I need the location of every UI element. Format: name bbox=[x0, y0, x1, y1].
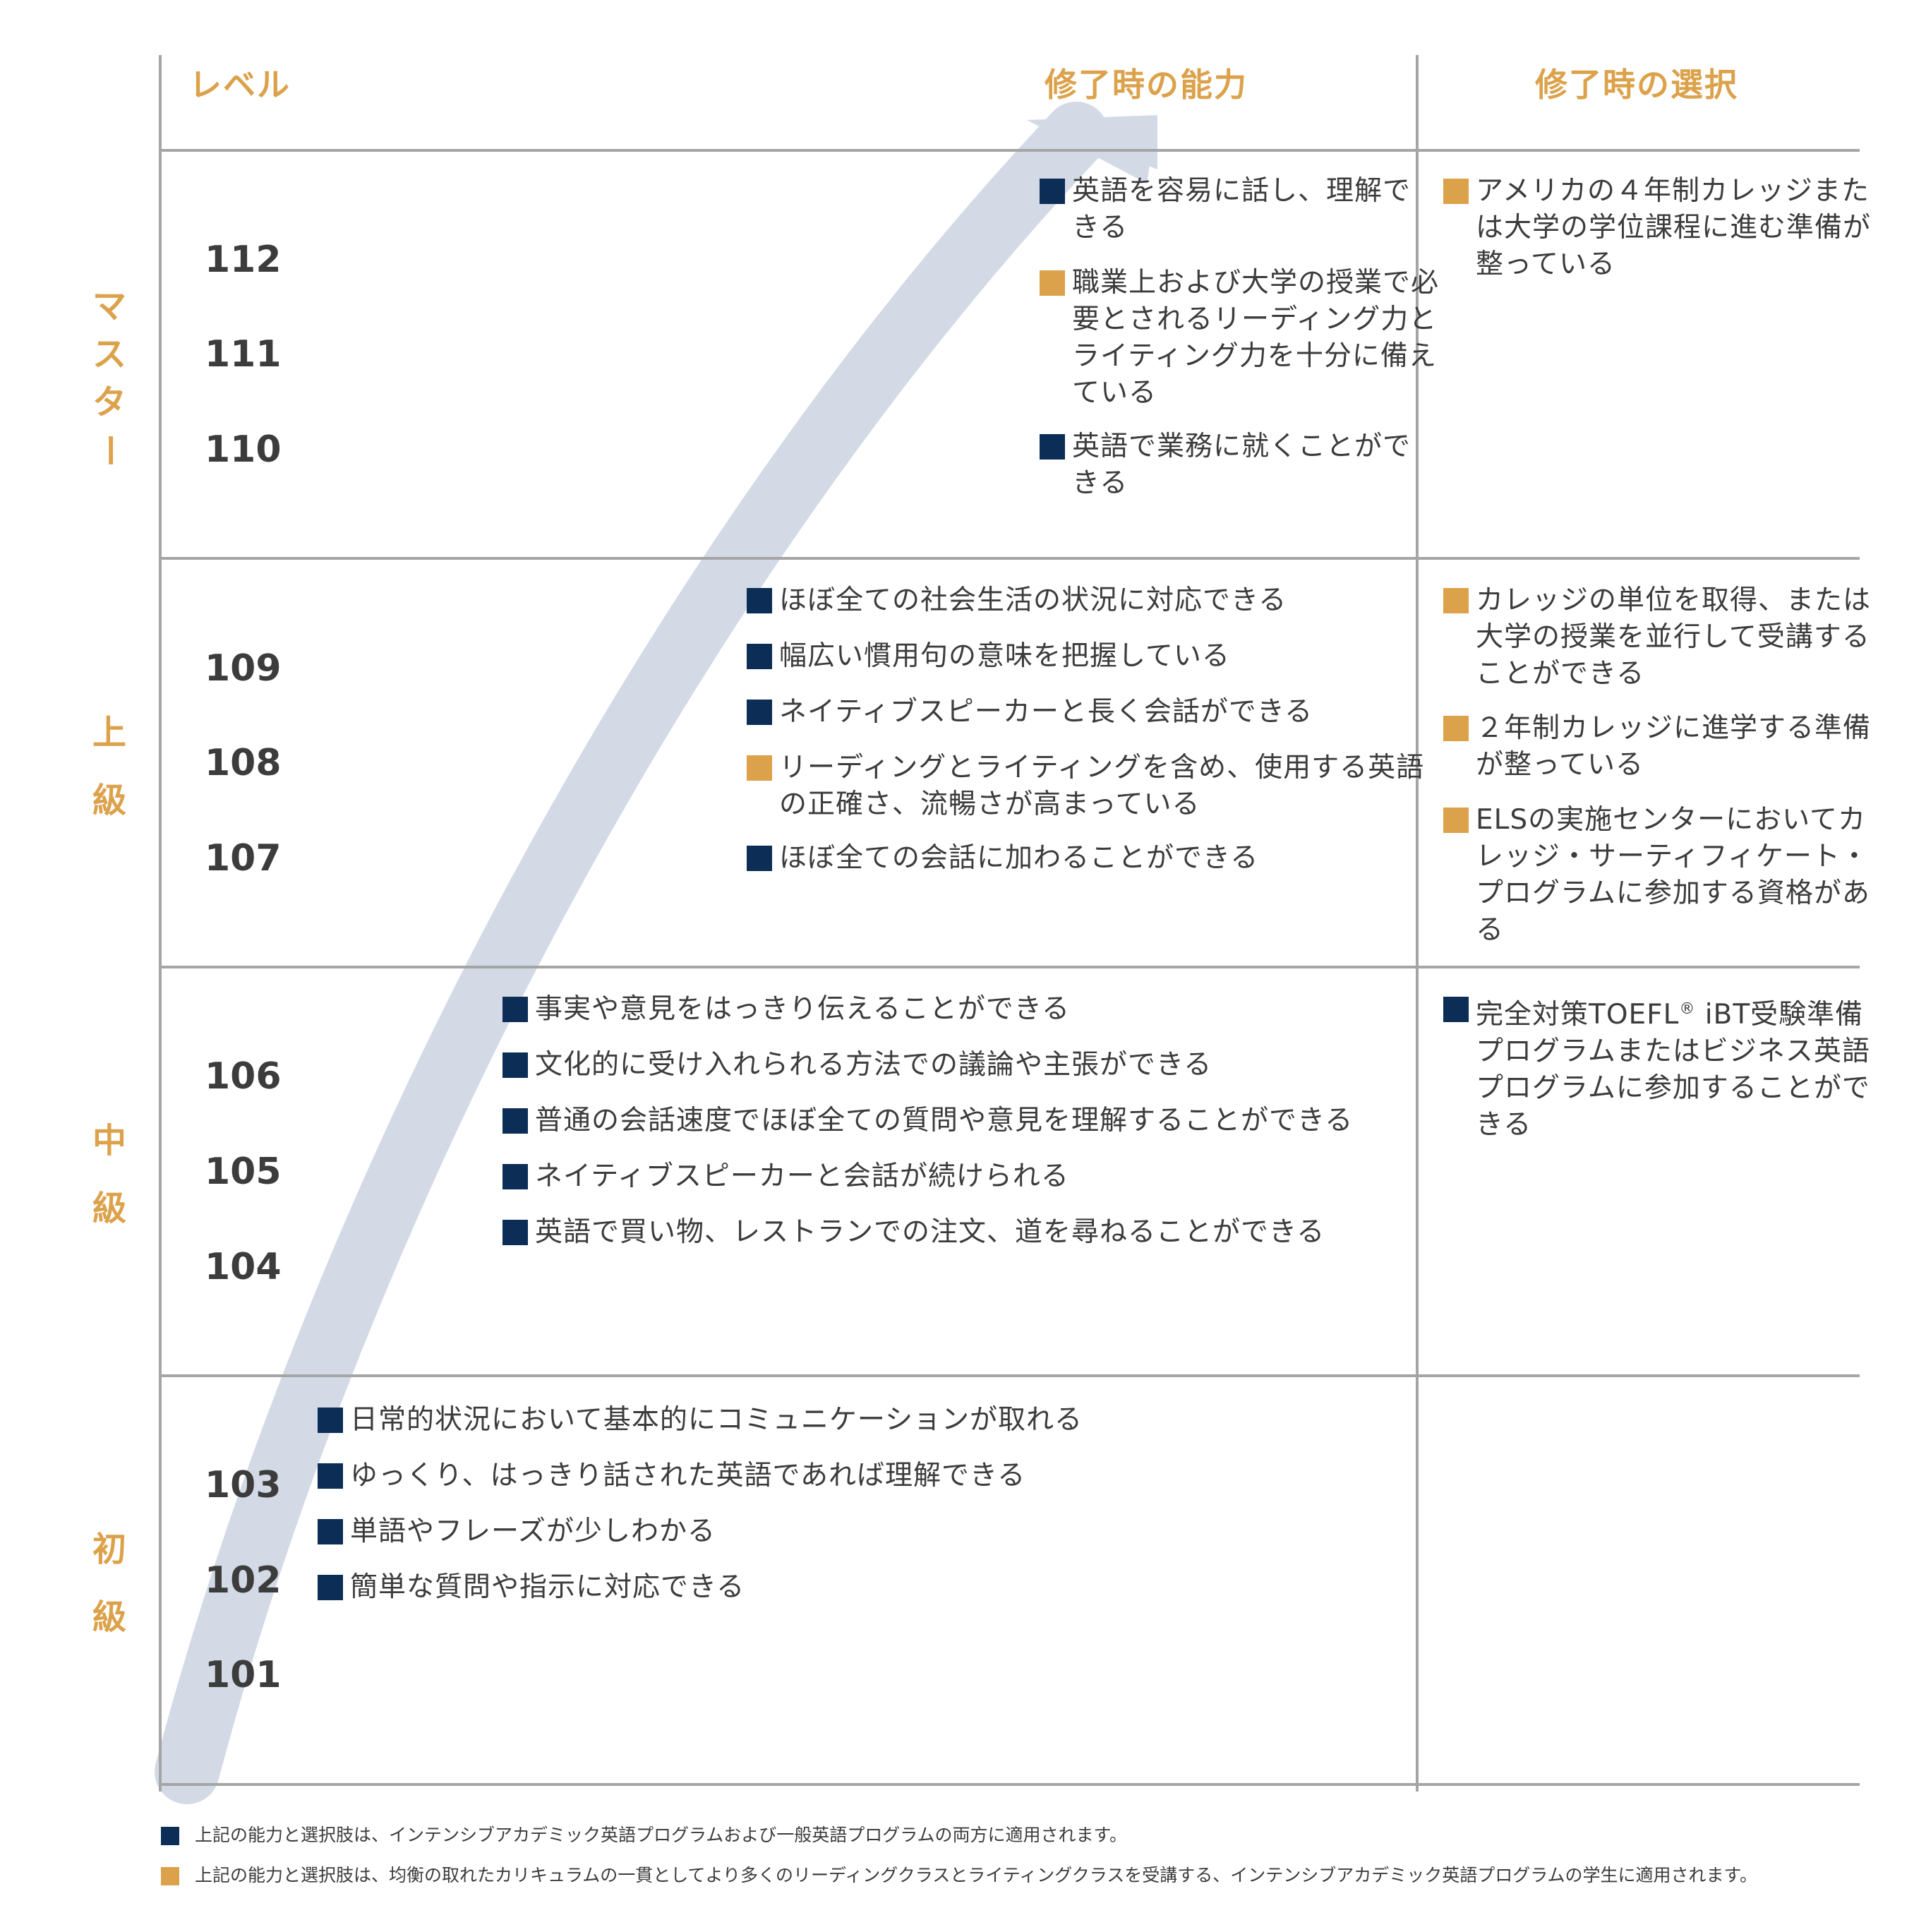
navy-marker bbox=[502, 1220, 528, 1245]
navy-marker bbox=[161, 1827, 179, 1845]
tier-label-beginner: 初 級 bbox=[92, 1530, 126, 1637]
navy-marker bbox=[747, 700, 772, 725]
option-item: ELSの実施センターにおいてカレッジ・サーティフィケート・プログラムに参加する資… bbox=[1443, 802, 1878, 949]
progress-arrow-body bbox=[155, 102, 1109, 1804]
level-header: レベル bbox=[189, 66, 291, 104]
tier-label-master: マ ス タ ー bbox=[89, 287, 129, 468]
level-112: 112 bbox=[205, 239, 282, 281]
gold-marker bbox=[1443, 716, 1469, 741]
ability-item: 日常的状況において基本的にコミュニケーションが取れる bbox=[318, 1402, 1409, 1439]
gold-marker bbox=[1443, 179, 1469, 204]
navy-marker bbox=[318, 1408, 343, 1433]
gold-marker bbox=[1443, 588, 1469, 613]
tier-label-intermediate: 中 級 bbox=[92, 1121, 126, 1228]
ability-header: 修了時の能力 bbox=[1045, 66, 1248, 104]
level-108: 108 bbox=[205, 742, 282, 784]
gold-marker bbox=[161, 1867, 179, 1885]
ability-item: 事実や意見をはっきり伝えることができる bbox=[502, 991, 1438, 1028]
footnote: 上記の能力と選択肢は、均衡の取れたカリキュラムの一貫としてより多くのリーディング… bbox=[161, 1865, 1757, 1886]
navy-marker bbox=[1443, 997, 1469, 1022]
ability-item: 簡単な質問や指示に対応できる bbox=[318, 1569, 1409, 1606]
ability-item: リーディングとライティングを含め、使用する英語の正確さ、流暢さが高まっている bbox=[747, 750, 1436, 823]
navy-marker bbox=[1040, 434, 1065, 460]
navy-marker bbox=[747, 588, 772, 613]
ability-item: 文化的に受け入れられる方法での議論や主張ができる bbox=[502, 1047, 1438, 1084]
ability-item: ネイティブスピーカーと長く会話ができる bbox=[747, 694, 1443, 731]
row-divider-3 bbox=[159, 966, 1860, 968]
navy-marker bbox=[1040, 179, 1065, 204]
option-item: ２年制カレッジに進学する準備が整っている bbox=[1443, 710, 1878, 784]
ability-item: ほぼ全ての会話に加わることができる bbox=[747, 840, 1443, 877]
ability-item: 英語で業務に就くことができる bbox=[1040, 428, 1439, 502]
level-107: 107 bbox=[205, 837, 282, 880]
footnote: 上記の能力と選択肢は、インテンシブアカデミック英語プログラムおよび一般英語プログ… bbox=[161, 1825, 1127, 1846]
level-103: 103 bbox=[205, 1464, 282, 1506]
option-item: カレッジの単位を取得、または大学の授業を並行して受講することができる bbox=[1443, 582, 1878, 692]
option-item: 完全対策TOEFL® iBT受験準備プログラムまたはビジネス英語プログラムに参加… bbox=[1443, 991, 1878, 1144]
ability-item: ほぼ全ての社会生活の状況に対応できる bbox=[747, 582, 1443, 619]
level-105: 105 bbox=[205, 1151, 282, 1193]
navy-marker bbox=[747, 644, 772, 669]
column-divider bbox=[1416, 55, 1419, 1792]
level-111: 111 bbox=[205, 333, 282, 376]
navy-marker bbox=[318, 1575, 343, 1600]
ability-item: 職業上および大学の授業で必要とされるリーディング力とライティング力を十分に備えて… bbox=[1040, 265, 1439, 412]
level-102: 102 bbox=[205, 1559, 282, 1602]
navy-marker bbox=[318, 1519, 343, 1544]
ability-item: ネイティブスピーカーと会話が続けられる bbox=[502, 1158, 1438, 1195]
ability-item: 普通の会話速度でほぼ全ての質問や意見を理解することができる bbox=[502, 1103, 1438, 1139]
gold-marker bbox=[747, 755, 772, 781]
navy-marker bbox=[502, 997, 528, 1022]
navy-marker bbox=[318, 1463, 343, 1489]
row-divider-2 bbox=[159, 557, 1860, 560]
navy-marker bbox=[747, 846, 772, 871]
level-104: 104 bbox=[205, 1246, 282, 1288]
level-106: 106 bbox=[205, 1055, 282, 1098]
ability-item: 幅広い慣用句の意味を把握している bbox=[747, 638, 1443, 675]
tier-label-advanced: 上 級 bbox=[92, 713, 126, 820]
navy-marker bbox=[502, 1164, 528, 1189]
bottom-axis-line bbox=[159, 1783, 1860, 1786]
option-item: アメリカの４年制カレッジまたは大学の学位課程に進む準備が整っている bbox=[1443, 173, 1878, 283]
ability-item: 単語やフレーズが少しわかる bbox=[318, 1513, 1409, 1550]
options-header: 修了時の選択 bbox=[1535, 66, 1738, 104]
gold-marker bbox=[1443, 808, 1469, 833]
row-divider-4 bbox=[159, 1374, 1860, 1377]
ability-item: 英語で買い物、レストランでの注文、道を尋ねることができる bbox=[502, 1214, 1438, 1251]
level-109: 109 bbox=[205, 647, 282, 690]
level-101: 101 bbox=[205, 1654, 282, 1696]
level-110: 110 bbox=[205, 428, 282, 471]
ability-item: ゆっくり、はっきり話された英語であれば理解できる bbox=[318, 1458, 1409, 1494]
left-axis-line bbox=[159, 55, 162, 1792]
row-divider-1 bbox=[159, 149, 1860, 152]
navy-marker bbox=[502, 1108, 528, 1134]
ability-item: 英語を容易に話し、理解できる bbox=[1040, 173, 1439, 246]
navy-marker bbox=[502, 1052, 528, 1078]
gold-marker bbox=[1040, 270, 1065, 296]
